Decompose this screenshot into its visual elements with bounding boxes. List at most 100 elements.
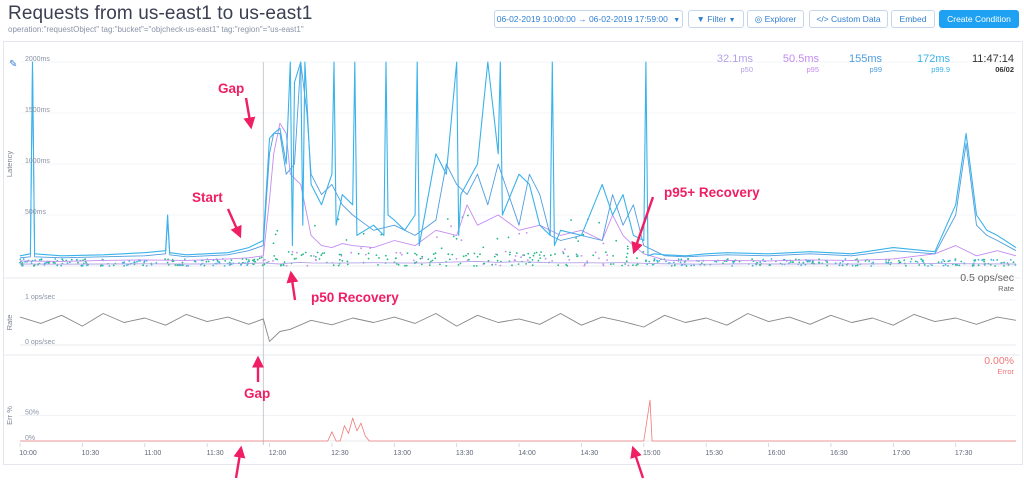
latency-sample-point [457,264,460,266]
time-range-button[interactable]: 06-02-2019 10:00:00 → 06-02-2019 17:59:0… [494,10,683,28]
x-tick-label: 13:30 [456,450,474,457]
latency-sample-point [557,264,560,267]
latency-sample-point [909,260,912,263]
latency-sample-point [905,264,907,267]
latency-sample-point [133,261,136,264]
latency-sample-point [467,214,469,217]
y-tick-label: 50% [25,410,39,417]
latency-sample-point [40,258,43,261]
latency-sample-point [854,264,857,267]
latency-sample-point [1014,264,1017,266]
latency-sample-point [751,258,753,260]
latency-sample-point [857,260,860,263]
latency-sample-point [459,262,462,265]
latency-sample-point [598,221,601,224]
latency-sample-point [612,255,614,257]
create-condition-label: Create Condition [947,14,1011,24]
latency-sample-point [1007,264,1010,266]
latency-sample-point [33,264,35,267]
y-tick-label: 1 ops/sec [25,294,55,301]
latency-sample-point [476,255,479,258]
latency-sample-point [903,259,906,262]
y-axis-label: Rate [5,315,14,331]
x-tick-label: 12:30 [331,450,349,457]
x-tick-label: 10:00 [19,450,37,457]
latency-sample-point [922,260,925,262]
readout-date: 06/02 [995,65,1014,74]
pencil-icon[interactable]: ✎ [9,59,17,70]
latency-sample-point [632,264,634,266]
latency-sample-point [436,236,438,239]
latency-sample-point [800,264,803,266]
latency-sample-point [602,264,605,267]
latency-sample-point [434,257,437,260]
latency-sample-point [509,251,511,254]
latency-sample-point [518,232,521,235]
latency-sample-point [531,259,534,261]
latency-sample-point [642,250,645,253]
latency-sample-point [143,261,146,264]
latency-sample-point [683,261,686,264]
latency-sample-point [84,258,86,261]
latency-sample-point [375,254,378,256]
latency-sample-point [670,265,673,267]
latency-sample-point [466,259,469,262]
latency-sample-point [665,260,667,263]
readout-label: p99 [869,65,882,74]
latency-sample-point [258,257,261,260]
latency-sample-point [584,263,586,266]
latency-sample-point [517,263,520,265]
latency-sample-point [923,264,926,266]
latency-sample-point [142,264,145,267]
latency-sample-point [77,261,79,264]
rate-readout-value: 0.5 ops/sec [960,272,1014,284]
x-tick-label: 16:00 [768,450,786,457]
series-line-p99 [19,61,1017,259]
latency-sample-point [983,258,986,261]
latency-sample-point [108,265,111,267]
latency-sample-point [549,254,552,257]
latency-sample-point [977,264,980,267]
latency-sample-point [455,237,458,240]
latency-sample-point [570,219,572,222]
latency-sample-point [679,261,682,264]
latency-sample-point [283,261,286,263]
series-line-error [20,399,1016,442]
latency-sample-point [693,264,695,267]
latency-sample-point [685,265,688,267]
latency-sample-point [61,258,64,261]
latency-sample-point [291,251,294,253]
latency-sample-point [491,263,494,266]
latency-sample-point [826,261,829,264]
latency-sample-point [176,264,179,267]
explorer-button[interactable]: ◎ Explorer [747,10,804,28]
x-tick-label: 13:00 [394,450,412,457]
latency-sample-point [245,258,248,261]
latency-sample-point [367,257,370,260]
latency-sample-point [384,254,387,257]
filter-button[interactable]: ▼ Filter ▼ [688,10,744,28]
latency-sample-point [337,264,340,267]
latency-sample-point [567,255,569,258]
latency-sample-point [972,264,974,266]
create-condition-button[interactable]: Create Condition [939,10,1019,28]
latency-sample-point [625,256,628,259]
latency-sample-point [267,260,270,263]
custom-data-button[interactable]: </> Custom Data [809,10,888,28]
latency-sample-point [626,252,629,255]
latency-sample-point [529,256,531,259]
latency-sample-point [205,260,208,263]
embed-button[interactable]: Embed [891,10,935,28]
latency-sample-point [52,261,55,264]
latency-sample-point [315,256,317,258]
latency-sample-point [397,263,400,266]
latency-sample-point [164,258,167,260]
latency-sample-point [446,218,449,220]
latency-sample-point [1003,265,1005,267]
latency-sample-point [525,232,528,234]
latency-sample-point [931,264,933,267]
compass-icon: ◎ [754,14,763,24]
latency-sample-point [627,264,630,267]
latency-sample-point [1012,261,1015,264]
